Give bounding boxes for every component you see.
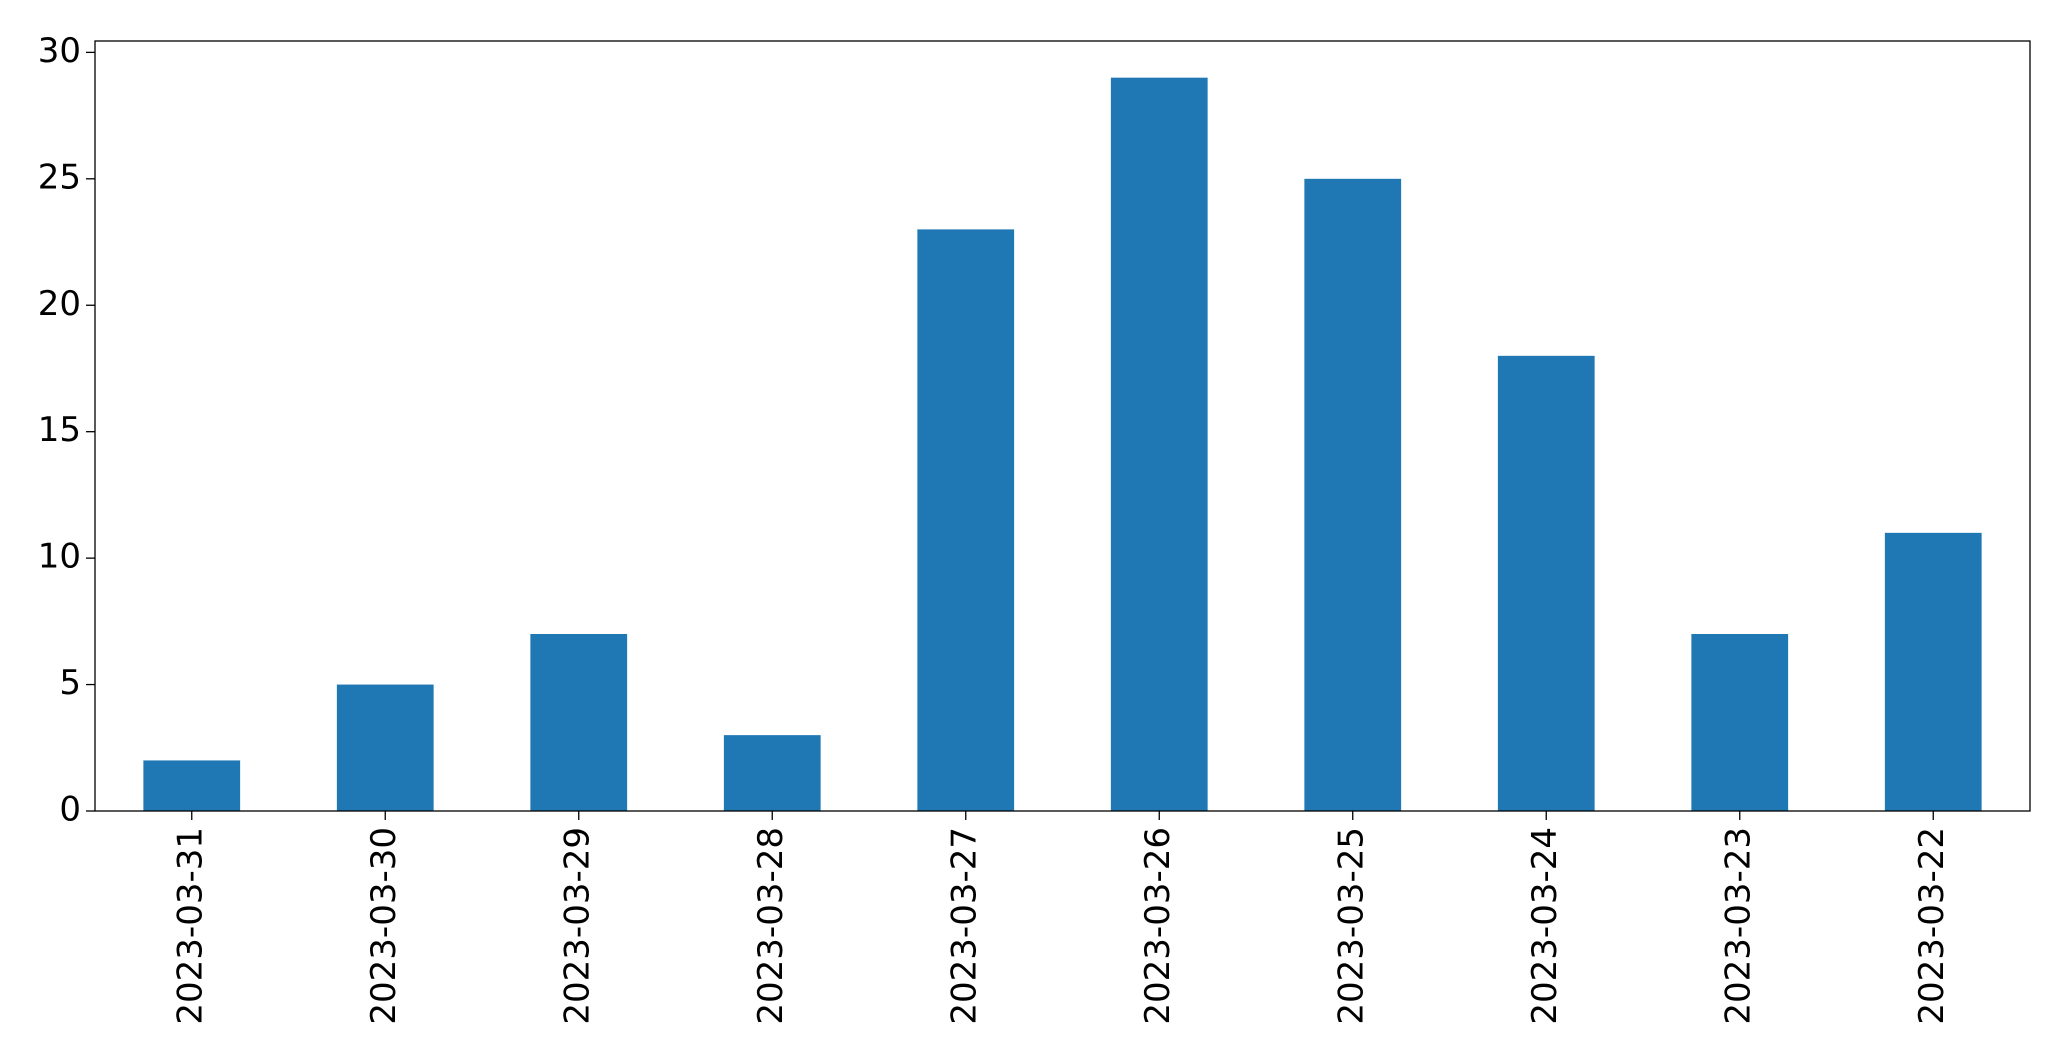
x-tick-label: 2023-03-22 <box>1912 827 1952 1025</box>
bar <box>917 229 1015 811</box>
x-tick-label: 2023-03-27 <box>944 827 984 1025</box>
x-tick-label: 2023-03-31 <box>170 827 210 1025</box>
y-tick-label: 15 <box>38 410 81 450</box>
y-tick-label: 30 <box>38 31 81 71</box>
plot-frame <box>94 40 2031 812</box>
bar <box>1110 77 1208 811</box>
y-tick-label: 10 <box>38 537 81 577</box>
x-tick-label: 2023-03-26 <box>1138 827 1178 1025</box>
y-tick-label: 0 <box>59 790 81 830</box>
bar <box>1497 355 1595 811</box>
bar <box>723 735 821 811</box>
x-tick-label: 2023-03-24 <box>1525 827 1565 1025</box>
x-tick-label: 2023-03-30 <box>364 827 404 1025</box>
bar <box>530 633 628 811</box>
x-tick-label: 2023-03-23 <box>1718 827 1758 1025</box>
y-tick-label: 20 <box>38 284 81 324</box>
bar <box>143 760 241 811</box>
x-tick-label: 2023-03-25 <box>1331 827 1371 1025</box>
y-tick-label: 25 <box>38 157 81 197</box>
bar <box>1304 178 1402 811</box>
bar <box>1884 532 1982 811</box>
x-tick-label: 2023-03-28 <box>751 827 791 1025</box>
bar <box>1691 633 1789 811</box>
y-tick-label: 5 <box>59 663 81 703</box>
x-tick-label: 2023-03-29 <box>557 827 597 1025</box>
bar <box>336 684 434 811</box>
